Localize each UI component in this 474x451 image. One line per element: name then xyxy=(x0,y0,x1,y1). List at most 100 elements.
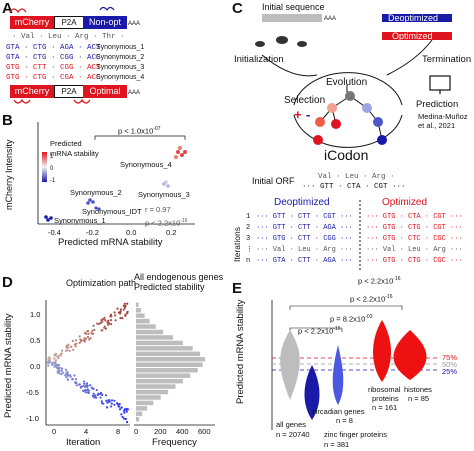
seq-label-4: Synonymous_4 xyxy=(96,74,145,81)
polya-tail: AAA xyxy=(128,21,141,27)
c-iterations: Iterations xyxy=(232,227,242,262)
frog-icon xyxy=(297,41,307,47)
cycle-arrow-bottom xyxy=(293,114,403,148)
ribosome-icon xyxy=(13,98,31,104)
optimized-point xyxy=(109,319,113,322)
ribosome-icon xyxy=(73,98,91,104)
d-ytick-5: -1.0 xyxy=(26,414,39,423)
histogram-bar xyxy=(136,384,176,389)
deoptimized-point xyxy=(47,361,50,364)
deoptimized-point xyxy=(106,406,109,409)
optimized-point xyxy=(103,316,106,319)
e-n-all: n = 20740 xyxy=(276,430,310,439)
c-deopt-label: Deoptimized xyxy=(388,13,439,23)
histogram-bar xyxy=(136,308,141,313)
c-initial-sequence: Initial sequence xyxy=(262,2,325,12)
d-title-left: Optimization path xyxy=(66,278,137,288)
d-xtick-r-1: 0 xyxy=(134,427,139,436)
deoptimized-point xyxy=(90,386,93,389)
deoptimized-point xyxy=(92,392,95,395)
b-p-text: p < 2.2x10-16 xyxy=(145,218,188,228)
panel-a: A mCherry P2A Non-opt AAA · Val · Leu · … xyxy=(0,0,150,110)
c-deopt-row-3: ··· GTG · CTT · CGG ··· xyxy=(256,235,353,243)
c-plus: + xyxy=(294,107,302,122)
optimized-point xyxy=(126,310,129,313)
panel-c-diagram xyxy=(255,14,452,270)
e-group-ribosomal: ribosomal xyxy=(368,385,401,394)
d-xtick-r-2: 200 xyxy=(154,427,167,436)
deoptimized-point xyxy=(85,382,89,385)
optimized-point xyxy=(122,304,125,307)
d-xtick-r-4: 600 xyxy=(198,427,211,436)
deoptimized-point xyxy=(66,370,69,373)
cluster-synonymous-1 xyxy=(44,215,53,222)
deoptimized-point xyxy=(80,386,83,389)
c-iter-mark-5: n xyxy=(246,257,251,265)
deoptimized-point xyxy=(82,389,85,392)
histogram-bar xyxy=(136,411,143,417)
panel-a-ribosomes xyxy=(9,6,115,104)
optimized-point xyxy=(101,329,104,332)
histogram-bar xyxy=(136,395,161,400)
b-legend-tick-1: 1 xyxy=(50,154,54,160)
deoptimized-point xyxy=(58,366,62,369)
deoptimized-point xyxy=(95,396,98,399)
deoptimized-point xyxy=(60,373,63,376)
optimized-point xyxy=(65,346,68,349)
b-xtick-1: -0.4 xyxy=(48,228,61,237)
d-ylabel: Predicted mRNA stability xyxy=(3,313,14,418)
seq-line-3: GTG · CTT · CGG · ACT xyxy=(6,64,101,72)
deoptimized-point xyxy=(110,399,114,402)
histogram-bar xyxy=(136,417,140,422)
c-initialization: Initialization xyxy=(234,54,284,65)
deoptimized-point xyxy=(65,376,68,379)
panel-a-label: A xyxy=(2,0,13,17)
c-deopt-row-4: ··· Val · Leu · Arg ··· xyxy=(256,246,353,254)
b-xtick-2: -0.2 xyxy=(86,228,99,237)
b-legend-tick-0: 0 xyxy=(50,166,54,172)
b-xtick-4: 0.2 xyxy=(166,228,177,237)
seq-label-1: Synonymous_1 xyxy=(96,44,145,51)
deoptimized-point xyxy=(86,384,89,387)
optimization-path-points xyxy=(46,302,129,424)
optimized-point xyxy=(73,343,76,346)
optimized-point xyxy=(53,357,56,360)
optimized-point xyxy=(89,337,92,340)
deoptimized-point xyxy=(116,403,119,406)
deoptimized-point xyxy=(99,396,102,399)
violin-ribosomal xyxy=(373,320,391,382)
d-xtick-l-3: 8 xyxy=(116,427,121,436)
optimized-point xyxy=(54,359,58,362)
e-n-ribosomal: n = 161 xyxy=(372,403,398,412)
d-ytick-1: 1.0 xyxy=(30,310,41,319)
legend-colorbar xyxy=(42,152,47,182)
seq-label-3: Synonymous_3 xyxy=(96,64,145,71)
optimized-point xyxy=(71,339,74,343)
optimized-point xyxy=(97,322,101,326)
fish-icon xyxy=(255,41,265,47)
deoptimized-point xyxy=(60,369,63,372)
e-pval-4: p < 2.2x10-16 xyxy=(358,276,401,286)
term-arrow xyxy=(386,39,433,76)
deoptimized-point xyxy=(56,364,60,367)
deoptimized-point xyxy=(75,384,78,387)
b-label-syn2: Synonymous_2 xyxy=(70,188,122,197)
d-xtick-l-2: 4 xyxy=(84,427,89,436)
optimized-point xyxy=(78,335,81,338)
panel-c: C xyxy=(232,0,474,270)
optimized-point xyxy=(67,346,70,349)
d-title-right: All endogenous genes Predicted stability xyxy=(134,272,224,292)
e-n-histones: n = 85 xyxy=(408,394,430,403)
optimized-point xyxy=(84,338,87,341)
mcherry-box-bottom: mCherry xyxy=(10,85,54,98)
optimized-point xyxy=(93,328,96,331)
cluster-synonymous-2 xyxy=(86,198,95,205)
deoptimized-point xyxy=(56,366,59,369)
evolution-tree xyxy=(313,91,387,145)
d-xtick-l-1: 0 xyxy=(52,427,57,436)
optimized-point xyxy=(119,312,122,315)
deoptimized-point xyxy=(83,382,86,385)
deoptimized-point xyxy=(113,399,116,402)
optimized-point xyxy=(124,314,127,317)
b-xlabel: Predicted mRNA stability xyxy=(58,237,163,248)
